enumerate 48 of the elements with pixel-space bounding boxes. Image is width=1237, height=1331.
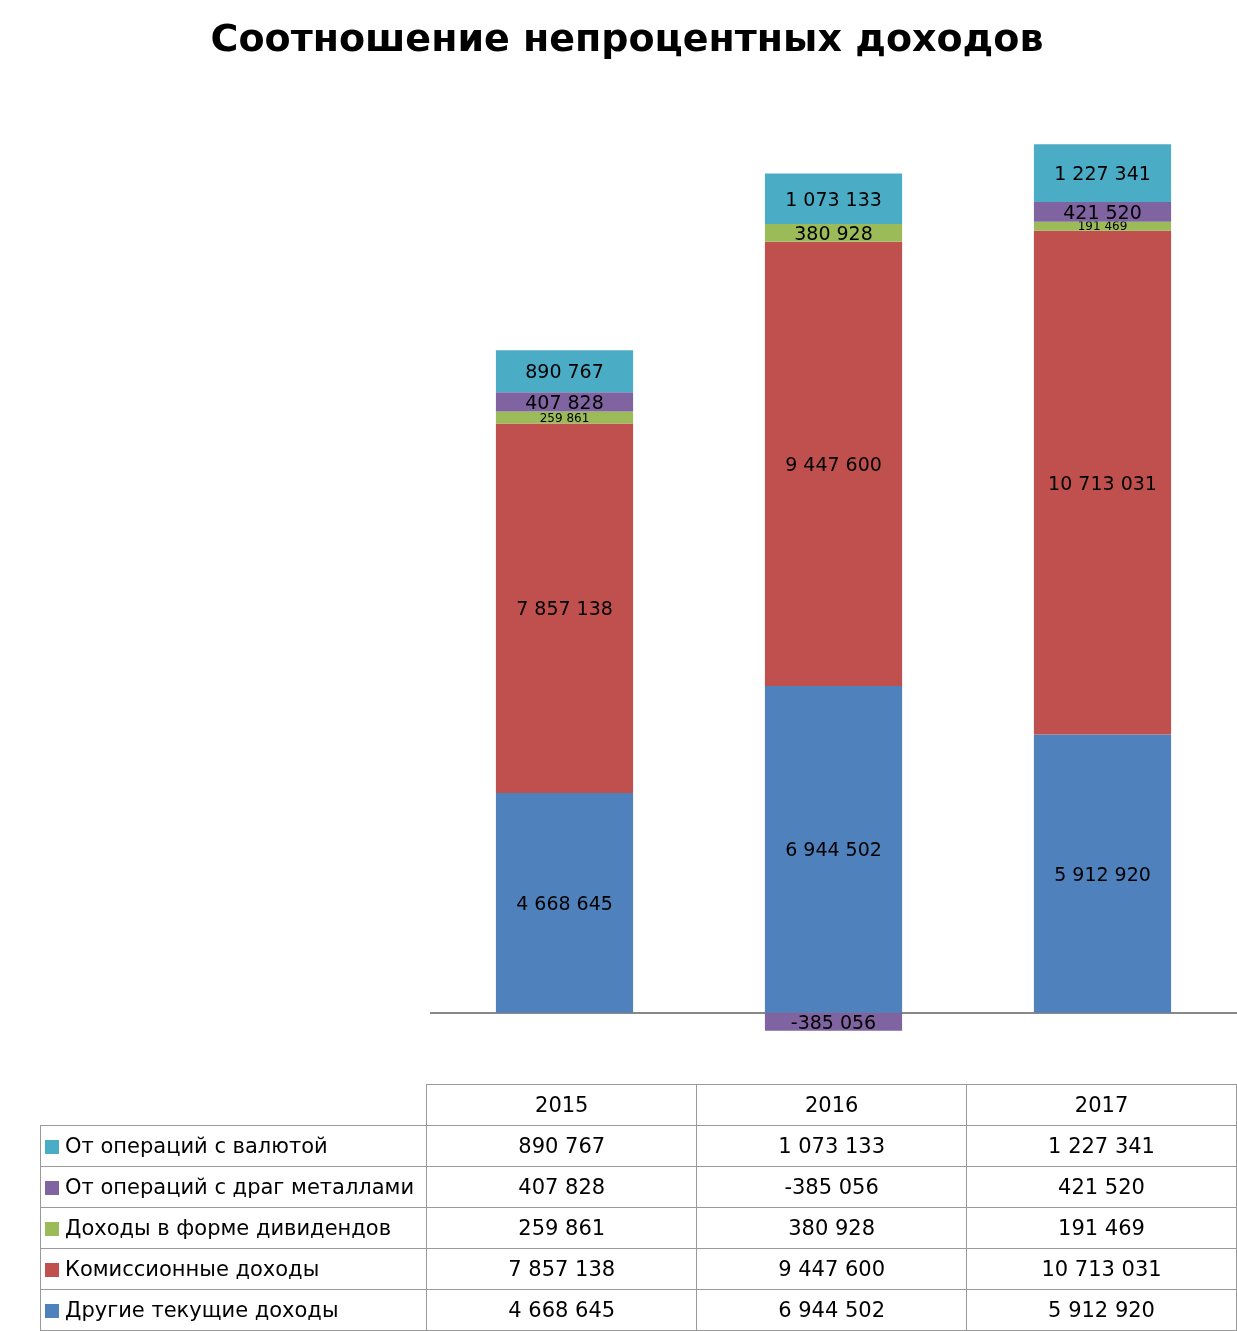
bar bbox=[1033, 230, 1172, 735]
text: 7 857 138 bbox=[516, 597, 613, 620]
text: 1 227 341 bbox=[1054, 162, 1151, 185]
text: 191 469 bbox=[1077, 219, 1128, 234]
data-label: 407 828 bbox=[426, 1166, 697, 1208]
legend-label: Другие текущие доходы bbox=[40, 1289, 427, 1331]
data-label: 1 227 341 bbox=[966, 1125, 1237, 1167]
legend-label: От операций с драг металлами bbox=[40, 1166, 427, 1208]
text: 4 668 645 bbox=[516, 891, 613, 914]
chart-title: Соотношение непроцентных доходов bbox=[210, 16, 1044, 61]
bar bbox=[1033, 144, 1172, 202]
bar bbox=[495, 411, 634, 424]
text: 407 828 bbox=[525, 390, 604, 413]
data-label: 5 912 920 bbox=[966, 1289, 1237, 1331]
text: 259 861 bbox=[539, 410, 590, 425]
text: -385 056 bbox=[790, 1010, 877, 1033]
data-label: 6 944 502 bbox=[696, 1289, 967, 1331]
bar bbox=[764, 241, 903, 687]
data-label: 10 713 031 bbox=[966, 1248, 1237, 1290]
data-label: 9 447 600 bbox=[696, 1248, 967, 1290]
data-label: -385 056 bbox=[696, 1166, 967, 1208]
x-tick-label: 2015 bbox=[426, 1084, 697, 1126]
text: 9 447 600 bbox=[785, 452, 882, 475]
data-label: 259 861 bbox=[426, 1207, 697, 1249]
x-tick-label: 2016 bbox=[696, 1084, 967, 1126]
data-label: 4 668 645 bbox=[426, 1289, 697, 1331]
bar bbox=[495, 350, 634, 393]
bar bbox=[495, 423, 634, 794]
legend-label: Доходы в форме дивидендов bbox=[40, 1207, 427, 1249]
data-label: 1 073 133 bbox=[696, 1125, 967, 1167]
data-label: 421 520 bbox=[966, 1166, 1237, 1208]
bar bbox=[495, 793, 634, 1013]
data-label: 890 767 bbox=[426, 1125, 697, 1167]
bar bbox=[1033, 734, 1172, 1013]
bar bbox=[764, 686, 903, 1013]
text: 6 944 502 bbox=[785, 838, 882, 861]
text: 1 073 133 bbox=[785, 187, 882, 210]
legend-label: От операций с валютой bbox=[40, 1125, 427, 1167]
text: 890 767 bbox=[525, 360, 604, 383]
text: 5 912 920 bbox=[1054, 862, 1151, 885]
text: 380 928 bbox=[794, 221, 873, 244]
data-label: 380 928 bbox=[696, 1207, 967, 1249]
bar bbox=[764, 173, 903, 224]
legend-label: Комиссионные доходы bbox=[40, 1248, 427, 1290]
data-label: 191 469 bbox=[966, 1207, 1237, 1249]
data-label: 7 857 138 bbox=[426, 1248, 697, 1290]
x-tick-label: 2017 bbox=[966, 1084, 1237, 1126]
text: 10 713 031 bbox=[1048, 471, 1157, 494]
